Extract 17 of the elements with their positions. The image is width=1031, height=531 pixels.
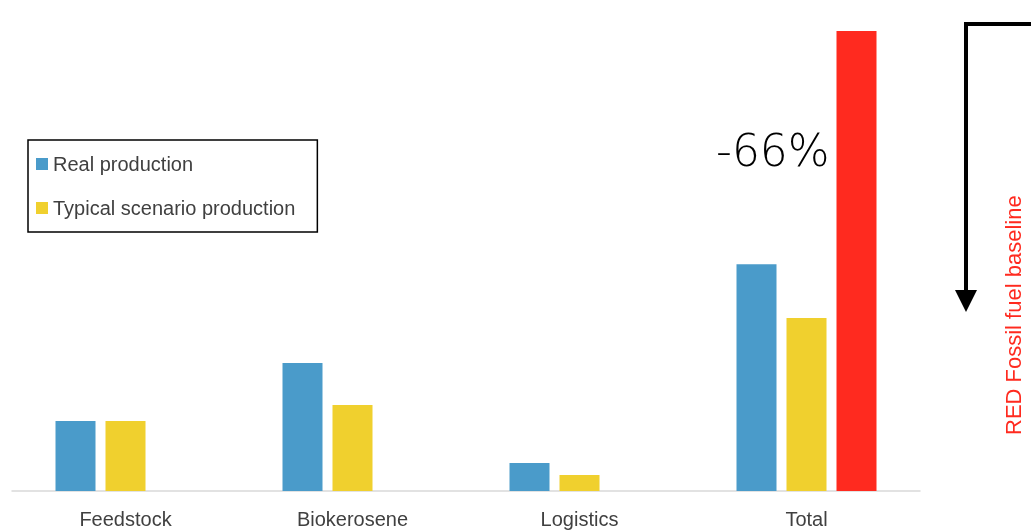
bar (786, 318, 827, 491)
bar (282, 363, 323, 491)
x-tick-label: Feedstock (79, 508, 173, 530)
bar (559, 474, 600, 491)
legend-label: Typical scenario production (53, 197, 296, 219)
bar (836, 31, 877, 491)
bar (105, 421, 146, 491)
bar (736, 264, 777, 491)
x-tick-label: Logistics (540, 508, 619, 530)
x-tick-label: Biokerosene (296, 508, 409, 530)
x-tick-label: Total (785, 508, 828, 530)
bar (55, 421, 96, 491)
text: RED Fossil fuel baseline (1000, 195, 1026, 435)
bar (332, 404, 373, 491)
annotation: -66% (716, 124, 830, 176)
bar (509, 462, 550, 491)
legend-label: Real production (53, 153, 194, 175)
